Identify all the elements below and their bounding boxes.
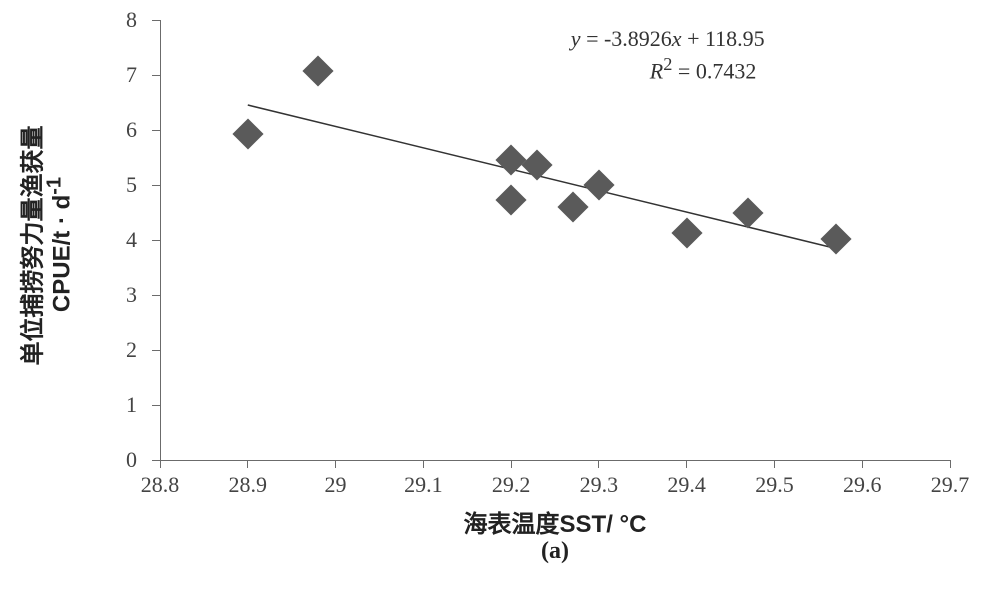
y-tick-label: 4 <box>126 227 137 253</box>
x-tick-label: 29 <box>325 472 347 498</box>
y-tick <box>152 130 160 131</box>
y-tick-label: 7 <box>126 62 137 88</box>
y-tick-label: 5 <box>126 172 137 198</box>
y-tick <box>152 460 160 461</box>
x-tick-label: 29.7 <box>931 472 970 498</box>
x-tick-label: 29.6 <box>843 472 882 498</box>
y-tick <box>152 75 160 76</box>
subfigure-label: (a) <box>541 538 569 565</box>
x-tick-label: 29.5 <box>755 472 794 498</box>
x-tick <box>774 460 775 468</box>
y-axis-label-line2-text: CPUE/t · d <box>49 195 76 312</box>
y-axis-label-line2-sup: -1 <box>44 177 66 195</box>
x-tick-label: 29.3 <box>580 472 619 498</box>
x-axis-label: 海表温度SST/ °C <box>464 504 647 539</box>
x-tick-label: 29.4 <box>667 472 706 498</box>
x-tick <box>160 460 161 468</box>
y-tick-label: 1 <box>126 392 137 418</box>
x-tick-label: 28.9 <box>229 472 268 498</box>
y-tick-label: 3 <box>126 282 137 308</box>
y-tick <box>152 350 160 351</box>
x-tick-label: 28.8 <box>141 472 180 498</box>
x-tick <box>247 460 248 468</box>
x-tick <box>598 460 599 468</box>
y-tick <box>152 295 160 296</box>
x-tick <box>335 460 336 468</box>
y-tick-label: 2 <box>126 337 137 363</box>
x-tick <box>950 460 951 468</box>
chart-container: 单位捕捞努力量渔获量 CPUE/t · d-1 海表温度SST/ °C (a) … <box>0 0 1000 589</box>
x-tick <box>686 460 687 468</box>
y-tick-label: 8 <box>126 7 137 33</box>
x-tick-label: 29.1 <box>404 472 443 498</box>
y-tick-label: 6 <box>126 117 137 143</box>
y-axis-label-line1: 单位捕捞努力量渔获量 <box>13 116 48 376</box>
x-tick <box>862 460 863 468</box>
y-tick <box>152 20 160 21</box>
y-tick-label: 0 <box>126 447 137 473</box>
r-squared: R2 = 0.7432 <box>650 54 757 84</box>
y-tick <box>152 405 160 406</box>
y-tick <box>152 185 160 186</box>
y-axis-label-line2: CPUE/t · d-1 <box>44 115 77 375</box>
regression-equation: y = -3.8926x + 118.95 <box>571 26 765 52</box>
x-tick <box>511 460 512 468</box>
x-tick-label: 29.2 <box>492 472 531 498</box>
y-tick <box>152 240 160 241</box>
x-tick <box>423 460 424 468</box>
